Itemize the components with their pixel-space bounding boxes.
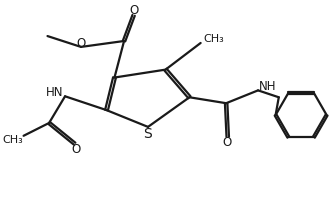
Text: S: S: [143, 126, 152, 141]
Text: O: O: [222, 136, 232, 149]
Text: O: O: [76, 37, 85, 50]
Text: O: O: [71, 143, 80, 156]
Text: NH: NH: [259, 80, 277, 93]
Text: O: O: [129, 4, 139, 17]
Text: HN: HN: [46, 86, 63, 99]
Text: CH₃: CH₃: [2, 135, 23, 145]
Text: CH₃: CH₃: [203, 34, 224, 44]
